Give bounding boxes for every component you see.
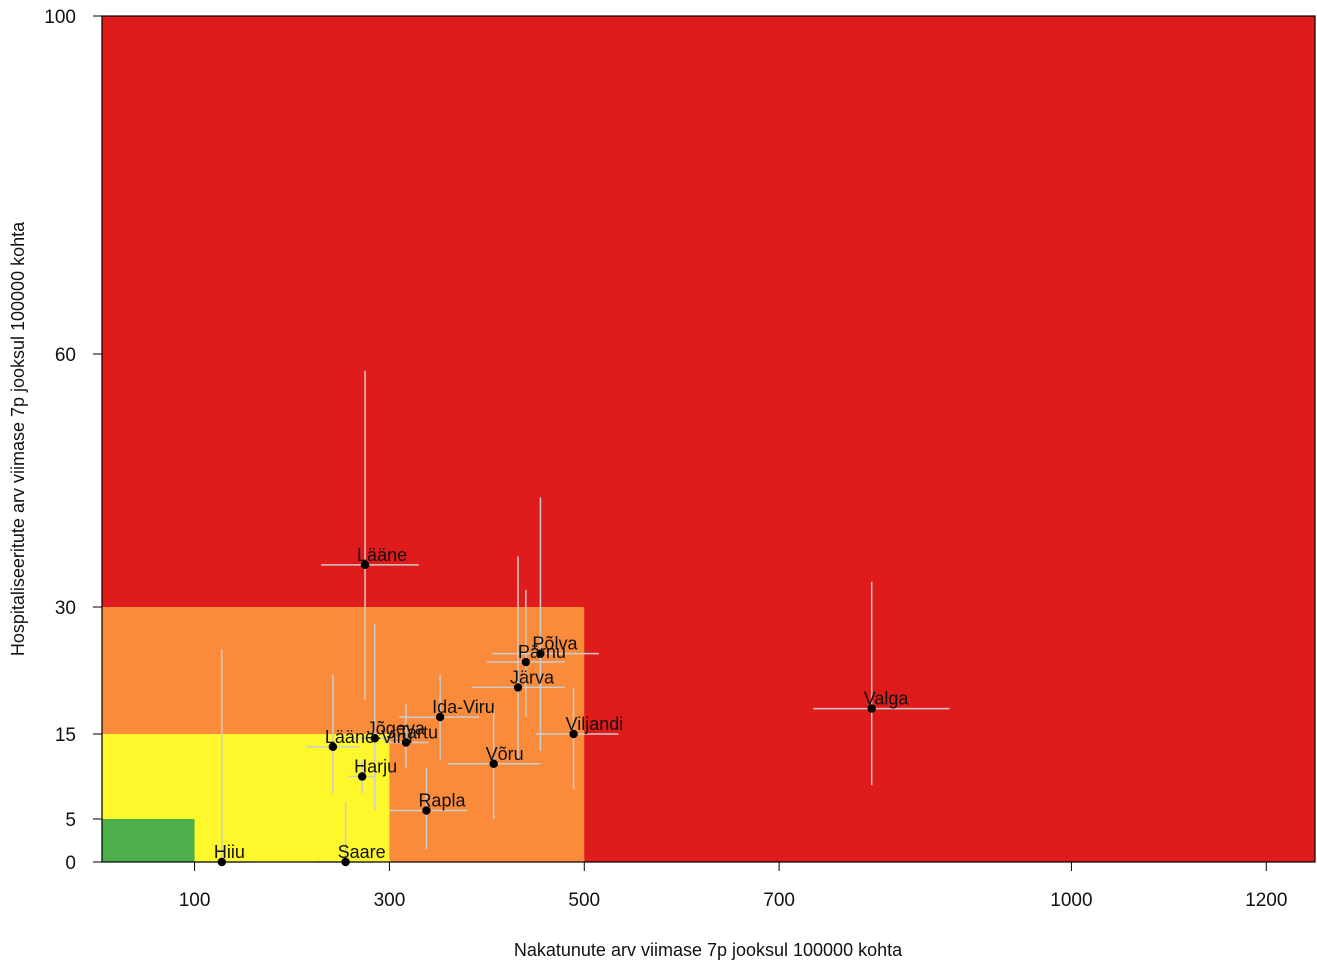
point-lääne-viru (328, 742, 338, 751)
point-label-valga: Valga (864, 689, 910, 709)
point-rapla (422, 806, 431, 815)
x-tick-label-1000: 1000 (1050, 890, 1092, 911)
y-tick-label-5: 5 (65, 810, 76, 831)
point-põlva (536, 649, 545, 658)
y-tick-label-0: 0 (65, 853, 76, 874)
x-axis-title: Nakatunute arv viimase 7p jooksul 100000… (514, 940, 903, 960)
point-ida-viru (435, 712, 445, 722)
point-label-viljandi: Viljandi (566, 714, 624, 734)
point-label-saare: Saare (338, 842, 386, 862)
point-label-lääne: Lääne (357, 545, 407, 565)
point-label-võru: Võru (486, 744, 524, 764)
point-järva (513, 683, 523, 692)
point-tartu (401, 738, 411, 747)
point-jõgeva (370, 734, 380, 743)
point-viljandi (569, 729, 578, 739)
x-tick-label-100: 100 (179, 890, 211, 911)
plot-frame (101, 15, 1316, 863)
y-tick-label-30: 30 (55, 598, 76, 619)
x-tick-label-1200: 1200 (1245, 890, 1287, 911)
point-label-pärnu: Pärnu (518, 642, 566, 662)
point-lääne (360, 560, 370, 570)
point-label-lääne-viru: Lääne-Viru (325, 727, 413, 747)
point-label-põlva: Põlva (532, 634, 578, 654)
x-tick-label-500: 500 (568, 890, 600, 911)
point-valga (867, 704, 876, 713)
y-axis-title: Hospitaliseeritute arv viimase 7p jooksu… (8, 221, 28, 656)
y-tick-label-15: 15 (55, 725, 76, 746)
points-layer (217, 560, 876, 867)
point-label-harju: Harju (354, 757, 397, 777)
y-tick-label-100: 100 (44, 7, 76, 28)
point-võru (489, 759, 498, 768)
y-tick-label-60: 60 (55, 345, 76, 366)
point-label-rapla: Rapla (418, 791, 466, 811)
point-label-järva: Järva (510, 667, 555, 687)
y-axis: 0 5 15 30 60 100 (44, 7, 102, 874)
point-label-tartu: Tartu (398, 723, 438, 743)
x-tick-label-700: 700 (763, 890, 795, 911)
point-pärnu (521, 657, 531, 667)
point-label-ida-viru: Ida-Viru (432, 697, 495, 717)
zones-layer (102, 16, 1315, 862)
x-axis: 100 300 500 700 1000 1200 (179, 862, 1287, 911)
point-label-jõgeva: Jõgeva (367, 718, 426, 738)
zone-green (102, 819, 195, 862)
x-tick-label-300: 300 (374, 890, 406, 911)
point-label-hiiu: Hiiu (214, 842, 245, 862)
point-harju (357, 772, 367, 781)
